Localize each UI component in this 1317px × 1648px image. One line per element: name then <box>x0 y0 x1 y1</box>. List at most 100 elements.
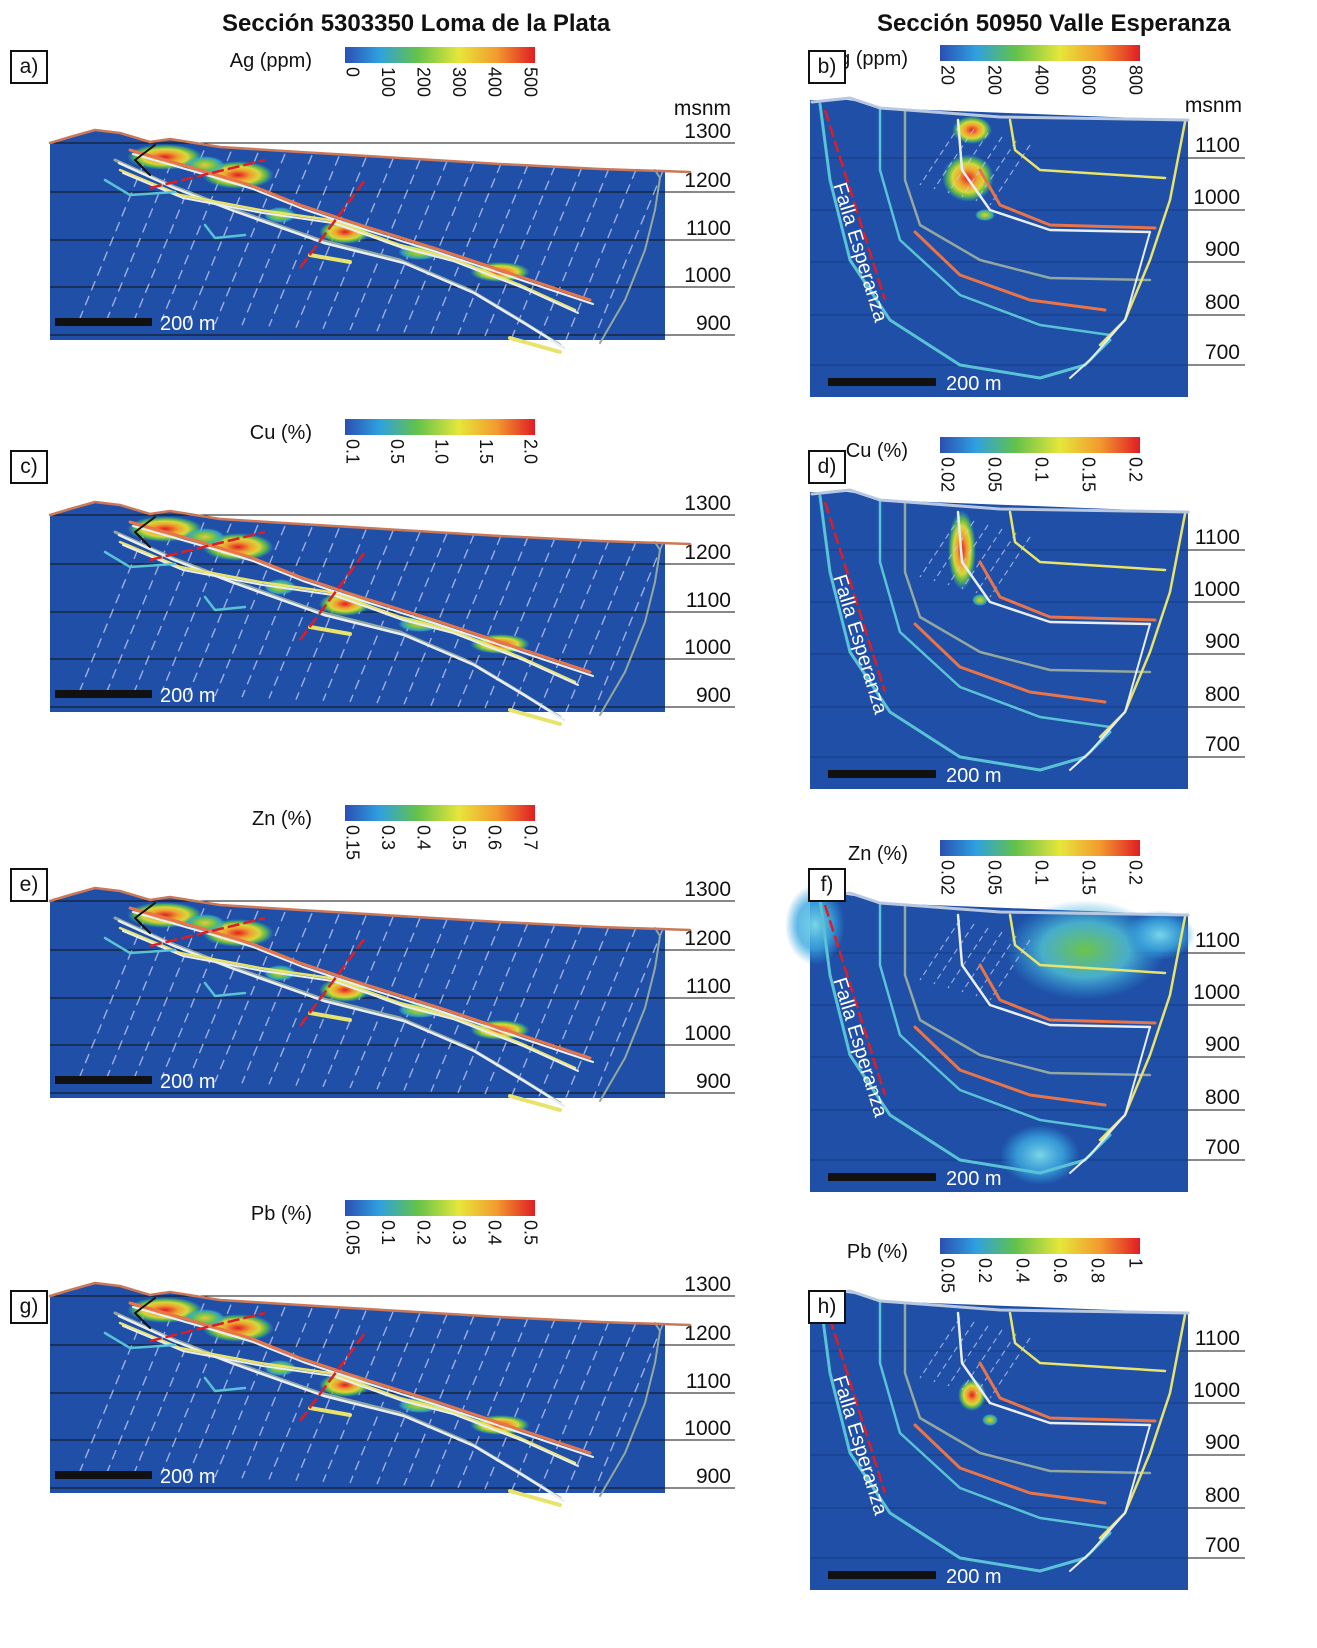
drill-hole <box>989 536 1031 598</box>
drill-hole <box>975 1333 1017 1395</box>
drill-hole <box>919 124 961 186</box>
fault-line <box>149 158 266 190</box>
drill-hole <box>511 166 583 338</box>
colorbar-title: Pb (%) <box>251 1203 312 1225</box>
drill-hole <box>349 531 421 703</box>
vein-trace <box>203 223 247 240</box>
vein-trace <box>978 963 1157 1025</box>
colorbar-tick-label: 0.4 <box>485 1220 505 1245</box>
drill-hole <box>592 542 664 714</box>
drill-hole <box>241 154 313 326</box>
elevation-label: 700 <box>1205 1136 1240 1159</box>
fault-line <box>823 904 887 1096</box>
elevation-label: 1300 <box>684 492 731 515</box>
colorbar-gradient <box>940 1238 1140 1254</box>
vein-trace <box>128 148 592 302</box>
colorbar-tick-label: 0.6 <box>485 825 505 850</box>
vein-trace <box>508 708 562 726</box>
drill-hole <box>241 912 313 1084</box>
drill-hole <box>106 148 178 320</box>
drill-hole <box>457 164 529 336</box>
panel-label-g: g) <box>10 1290 48 1324</box>
drill-hole <box>79 519 151 691</box>
colorbar-title: Ag (ppm) <box>826 48 908 70</box>
drill-hole <box>322 916 394 1088</box>
colorbar-tick-label: 0.5 <box>387 439 407 464</box>
drill-hole <box>565 169 637 340</box>
vein-trace <box>1008 510 1167 572</box>
vein-trace <box>1069 231 1151 379</box>
topography-line <box>810 488 1190 514</box>
colorbar-gradient <box>345 805 535 821</box>
vein-trace <box>103 178 177 197</box>
vein-trace <box>122 544 579 686</box>
vein-trace <box>118 168 577 312</box>
drill-hole <box>933 923 975 985</box>
fault-line <box>149 530 266 562</box>
section-background <box>810 100 1188 397</box>
vein-trace <box>1069 623 1151 771</box>
drill-hole <box>376 918 448 1090</box>
colorbar-tick-label: 0.05 <box>984 457 1004 492</box>
drill-hole <box>322 158 394 330</box>
drill-hole <box>919 919 961 981</box>
vein-trace <box>134 902 156 934</box>
elevation-label: 1100 <box>1195 929 1240 952</box>
vein-trace <box>956 510 1152 626</box>
drill-hole <box>403 162 475 333</box>
topography-line <box>48 886 692 932</box>
drill-hole <box>295 529 367 700</box>
elevation-unit: msnm <box>674 97 731 120</box>
scale-bar <box>828 378 936 386</box>
elevation-label: 900 <box>1205 630 1240 653</box>
colorbar-tick-label: 400 <box>1031 65 1051 95</box>
vein-trace <box>903 905 1152 1077</box>
fault-line <box>823 501 887 693</box>
elevation-label: 1100 <box>1195 1327 1240 1350</box>
colorbar-tick-label: 0.2 <box>975 1258 995 1283</box>
drill-hole <box>511 924 583 1096</box>
elevation-label: 1300 <box>684 878 731 901</box>
drill-hole <box>538 540 610 711</box>
drill-hole <box>403 920 475 1091</box>
elevation-label: 900 <box>696 1465 731 1488</box>
drill-hole <box>947 1325 989 1387</box>
vein-trace <box>508 1094 562 1112</box>
drill-hole <box>268 156 340 327</box>
drill-hole <box>214 1306 286 1478</box>
drill-hole <box>187 152 259 324</box>
drill-hole <box>565 927 637 1098</box>
colorbar-tick-label: 0.2 <box>1125 457 1145 482</box>
elevation-label: 1100 <box>1195 526 1240 549</box>
vein-trace <box>878 1299 1112 1530</box>
drill-hole <box>241 1307 313 1479</box>
fault-line <box>298 1332 367 1422</box>
grade-anomaly <box>975 209 995 221</box>
colorbar-tick-label: 1 <box>1125 1258 1145 1268</box>
panel-label-b: b) <box>808 50 846 84</box>
drill-hole <box>961 1329 1003 1391</box>
vein-trace <box>203 981 247 998</box>
colorbar-title: Zn (%) <box>848 843 908 865</box>
vein-trace <box>308 1406 352 1417</box>
vein-trace <box>818 494 1112 772</box>
drill-hole <box>376 1313 448 1485</box>
fault-line <box>298 179 367 269</box>
fault-line <box>298 937 367 1027</box>
elevation-label: 1300 <box>684 120 731 143</box>
elevation-label: 700 <box>1205 341 1240 364</box>
vein-trace <box>978 1361 1157 1423</box>
colorbar-gradient <box>345 47 535 63</box>
scale-bar-label: 200 m <box>946 373 1002 395</box>
elevation-label: 1200 <box>684 541 731 564</box>
elevation-label: 800 <box>1205 291 1240 314</box>
topography-line <box>48 500 692 546</box>
colorbar-tick-label: 500 <box>520 67 540 97</box>
drill-hole <box>457 536 529 708</box>
elevation-label: 1000 <box>684 1417 731 1440</box>
drill-hole <box>133 522 205 693</box>
vein-trace <box>956 913 1152 1029</box>
panel-f: Zn (%) 0.02 0.05 0.1 0.15 0.2 1100 1000 900 800 70… <box>785 840 1245 1192</box>
right-section-title: Sección 50950 Valle Esperanza <box>877 10 1231 37</box>
drill-hole <box>961 136 1003 198</box>
